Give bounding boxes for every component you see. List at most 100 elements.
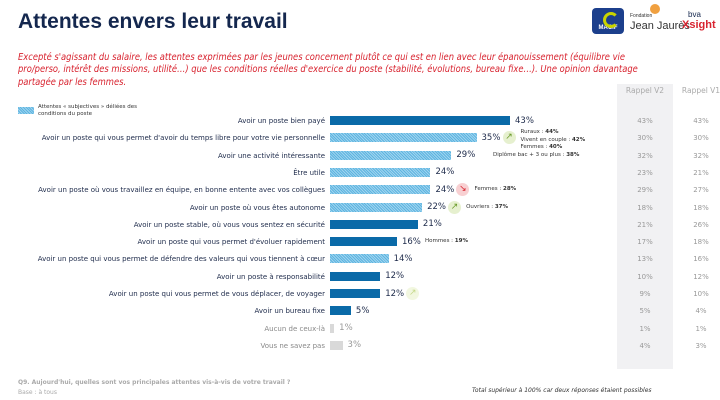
note-value: 19%	[454, 238, 468, 245]
bar	[330, 185, 431, 195]
bar	[330, 306, 351, 316]
bar	[330, 202, 423, 212]
note-value: 28%	[503, 186, 517, 193]
rappel-v2-value: 30%	[637, 134, 653, 143]
demographic-note: Hommes : 19%	[425, 238, 468, 245]
rappel-v2-value: 43%	[637, 117, 653, 125]
total-note: Total supérieur à 100% car deux réponses…	[472, 387, 652, 394]
bar	[330, 219, 418, 229]
demographic-note: Femmes : 28%	[474, 186, 516, 193]
rappel-v2-value: 32%	[637, 151, 653, 160]
note-label: Diplôme bac + 3 ou plus :	[493, 151, 567, 158]
page-title: Attentes envers leur travail	[18, 10, 288, 33]
value-label: 24%	[435, 167, 455, 178]
row-label: Avoir un poste bien payé	[237, 117, 325, 125]
note-value: 42%	[571, 136, 586, 143]
rappel-v1-value: 12%	[693, 272, 709, 281]
value-label: 16%	[401, 236, 421, 247]
row-label: Avoir un poste à responsabilité	[216, 272, 325, 281]
value-label: 1%	[339, 323, 353, 334]
rappel-v1-value: 27%	[693, 186, 709, 195]
note-label: Femmes :	[520, 144, 550, 151]
trend-down-icon: ↘	[456, 183, 470, 197]
trend-up-icon: ↗	[502, 131, 516, 145]
rappel-v2-value: 13%	[637, 255, 653, 264]
row-label: Avoir un poste où vous êtes autonome	[189, 203, 325, 212]
trend-up-icon: ↗	[448, 200, 462, 214]
bar	[330, 323, 335, 333]
row-label: Avoir un poste qui vous permet d'évoluer…	[137, 238, 326, 247]
bar	[330, 237, 397, 247]
bar	[330, 271, 381, 281]
rappel-v1-header: Rappel V1	[681, 86, 720, 95]
rappel-v1-value: 43%	[693, 117, 709, 125]
rappel-v2-value: 29%	[637, 186, 653, 195]
note-label: Ouvriers :	[466, 203, 495, 210]
row-label: Avoir un poste qui vous permet d'avoir d…	[41, 134, 325, 143]
base-text: Base : à tous	[18, 389, 57, 396]
rappel-v2-header: Rappel V2	[625, 86, 665, 95]
bar	[330, 116, 510, 125]
value-label: 5%	[355, 305, 370, 316]
note-label: Ruraux :	[520, 129, 546, 136]
row-label: Avoir un poste qui vous permet de vous d…	[108, 290, 325, 298]
bar	[330, 150, 452, 160]
rappel-v1-value: 4%	[695, 307, 707, 316]
bar	[330, 167, 431, 177]
rappel-v1-value: 26%	[693, 220, 709, 229]
demographic-note: Ruraux : 44%	[521, 129, 559, 136]
subtitle: Excepté s'agissant du salaire, les atten…	[18, 52, 638, 88]
rappel-v2-value: 4%	[639, 341, 651, 350]
rappel-v1-value: 10%	[693, 290, 709, 298]
rappel-v2-value: 10%	[637, 272, 653, 281]
rappel-v1-value: 18%	[693, 203, 709, 212]
macif-logo: MACIF	[592, 8, 624, 34]
rappel-v2-value: 9%	[639, 290, 651, 298]
row-label: Vous ne savez pas	[260, 341, 325, 350]
rappel-v1-value: 30%	[693, 134, 709, 143]
demographic-note: Vivent en couple : 42%	[521, 137, 586, 144]
value-label: 22%	[427, 202, 446, 212]
value-label: 12%	[385, 288, 405, 299]
value-label: 21%	[422, 219, 442, 230]
value-label: 14%	[393, 253, 413, 264]
rappel-v1-value: 21%	[693, 168, 709, 177]
bva-xsight-logo: bva Xsight	[682, 10, 716, 31]
rappel-v1-value: 32%	[693, 151, 709, 160]
bar	[330, 254, 389, 264]
rappel-v2-value: 18%	[637, 203, 653, 212]
rappel-v2-value: 1%	[639, 324, 651, 333]
note-label: Hommes :	[424, 238, 455, 245]
row-label: Aucun de ceux-là	[264, 324, 325, 333]
note-label: Femmes :	[474, 186, 504, 193]
bar	[330, 340, 343, 350]
row-label: Avoir une activité intéressante	[218, 151, 325, 160]
trend-up-icon: ↗	[406, 287, 420, 300]
note-value: 38%	[566, 151, 580, 158]
rappel-v1-value: 16%	[693, 255, 709, 264]
rappel-v1-value: 3%	[695, 341, 707, 350]
legend-swatch-pattern	[18, 107, 34, 114]
note-label: Vivent en couple :	[520, 136, 572, 143]
row-label: Être utile	[293, 168, 325, 177]
row-label: Avoir un poste qui vous permet de défend…	[37, 255, 325, 264]
jean-jaures-logo: Fondation Jean Jaurès	[630, 4, 690, 32]
value-label: 3%	[347, 340, 362, 351]
demographic-note: Femmes : 40%	[521, 144, 563, 151]
rappel-v2-value: 5%	[639, 307, 651, 316]
question-text: Q9. Aujourd'hui, quelles sont vos princi…	[18, 379, 291, 386]
row-label: Avoir un bureau fixe	[254, 307, 325, 316]
row-label: Avoir un poste stable, où vous vous sent…	[133, 220, 325, 229]
legend: Attentes « subjectives » déliées des con…	[18, 104, 158, 118]
bar	[330, 289, 381, 298]
row-label: Avoir un poste où vous travaillez en équ…	[38, 186, 325, 195]
note-value: 40%	[549, 144, 563, 151]
value-label: 29%	[456, 150, 476, 161]
rappel-v1-value: 1%	[695, 324, 707, 333]
rappel-v2-value: 17%	[637, 238, 653, 247]
demographic-note: Ouvriers : 37%	[466, 204, 508, 211]
rappel-v2-value: 23%	[637, 168, 653, 177]
value-label: 43%	[515, 115, 534, 126]
value-label: 35%	[481, 132, 501, 143]
legend-label: Attentes « subjectives » déliées des con…	[38, 104, 137, 117]
